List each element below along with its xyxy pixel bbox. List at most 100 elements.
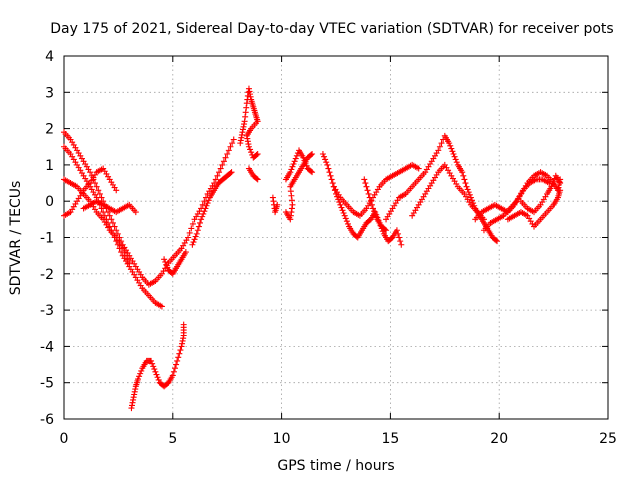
data-point bbox=[93, 183, 100, 190]
data-point bbox=[205, 197, 212, 204]
data-point bbox=[220, 158, 227, 165]
y-tick-label: -3 bbox=[40, 303, 54, 319]
data-point bbox=[228, 169, 235, 176]
data-point bbox=[342, 215, 349, 222]
y-tick-label: 1 bbox=[45, 158, 54, 174]
data-point bbox=[199, 213, 206, 220]
data-point bbox=[446, 140, 453, 147]
data-point bbox=[321, 153, 328, 160]
data-point bbox=[254, 151, 261, 158]
data-point bbox=[253, 151, 260, 158]
data-point bbox=[202, 205, 209, 212]
plot-frame bbox=[63, 55, 609, 420]
data-point bbox=[480, 216, 487, 223]
series-track-21 bbox=[504, 187, 564, 230]
data-point bbox=[150, 363, 157, 370]
data-point bbox=[193, 230, 200, 237]
data-point bbox=[383, 227, 390, 234]
x-tick-label: 0 bbox=[60, 431, 69, 447]
data-point bbox=[274, 201, 281, 208]
data-marks bbox=[61, 85, 564, 412]
data-point bbox=[95, 187, 102, 194]
data-point bbox=[372, 210, 379, 217]
data-point bbox=[451, 153, 458, 160]
data-point bbox=[344, 220, 351, 227]
data-point bbox=[463, 183, 470, 190]
data-point bbox=[134, 376, 141, 383]
data-point bbox=[195, 223, 202, 230]
y-tick-label: 3 bbox=[45, 85, 54, 101]
data-point bbox=[198, 216, 205, 223]
data-point bbox=[329, 180, 336, 187]
axis-ticks: -6 -5 -4 -3 -2 -1 0 1 2 3 4 0 5 10 15 20 25 bbox=[40, 49, 617, 447]
data-point bbox=[153, 371, 160, 378]
data-point bbox=[363, 183, 370, 190]
data-point bbox=[460, 172, 467, 179]
series-track-17 bbox=[383, 132, 501, 245]
data-point bbox=[449, 148, 456, 155]
data-point bbox=[192, 233, 199, 240]
data-point bbox=[461, 176, 468, 183]
data-point bbox=[293, 152, 300, 159]
data-point bbox=[371, 208, 378, 215]
data-point bbox=[173, 361, 180, 368]
data-point bbox=[121, 249, 128, 256]
data-point bbox=[230, 136, 237, 143]
series-track-13 bbox=[282, 147, 316, 183]
data-point bbox=[323, 159, 330, 166]
data-point bbox=[229, 140, 236, 147]
data-point bbox=[466, 191, 473, 198]
data-point bbox=[462, 180, 469, 187]
data-point bbox=[189, 241, 196, 248]
data-point bbox=[201, 208, 208, 215]
data-point bbox=[182, 249, 189, 256]
data-point bbox=[301, 157, 308, 164]
data-point bbox=[254, 176, 261, 183]
data-point bbox=[199, 201, 206, 208]
data-point bbox=[319, 151, 326, 158]
data-point bbox=[415, 165, 422, 172]
data-point bbox=[87, 169, 94, 176]
data-point bbox=[309, 169, 316, 176]
series-track-20 bbox=[480, 176, 553, 234]
series-track-7 bbox=[161, 249, 189, 277]
data-point bbox=[492, 237, 499, 244]
data-point bbox=[336, 199, 343, 206]
data-point bbox=[366, 194, 373, 201]
data-point bbox=[214, 172, 221, 179]
data-point bbox=[96, 190, 103, 197]
data-point bbox=[190, 239, 197, 246]
y-tick-label: -1 bbox=[40, 231, 54, 247]
data-point bbox=[302, 160, 309, 167]
data-point bbox=[367, 198, 374, 205]
y-axis-label: SDTVAR / TECUs bbox=[8, 181, 24, 296]
series-track-15 bbox=[330, 161, 422, 219]
data-point bbox=[132, 209, 139, 216]
data-point bbox=[549, 180, 556, 187]
x-tick-label: 25 bbox=[599, 431, 617, 447]
data-point bbox=[149, 360, 156, 367]
data-point bbox=[494, 238, 501, 245]
data-point bbox=[464, 186, 471, 193]
data-point bbox=[292, 155, 299, 162]
data-point bbox=[163, 261, 170, 268]
data-point bbox=[217, 165, 224, 172]
data-point bbox=[155, 376, 162, 383]
data-point bbox=[447, 142, 454, 149]
data-point bbox=[339, 207, 346, 214]
series-track-11 bbox=[269, 194, 281, 216]
series-track-14 bbox=[319, 151, 405, 248]
data-point bbox=[124, 256, 131, 263]
data-point bbox=[212, 176, 219, 183]
data-point bbox=[309, 151, 316, 158]
data-point bbox=[161, 256, 168, 263]
series-track-5 bbox=[80, 198, 139, 216]
data-point bbox=[174, 357, 181, 364]
data-point bbox=[119, 245, 126, 252]
data-point bbox=[169, 372, 176, 379]
data-point bbox=[326, 169, 333, 176]
data-point bbox=[303, 162, 310, 169]
data-point bbox=[180, 321, 187, 328]
data-point bbox=[327, 172, 334, 179]
